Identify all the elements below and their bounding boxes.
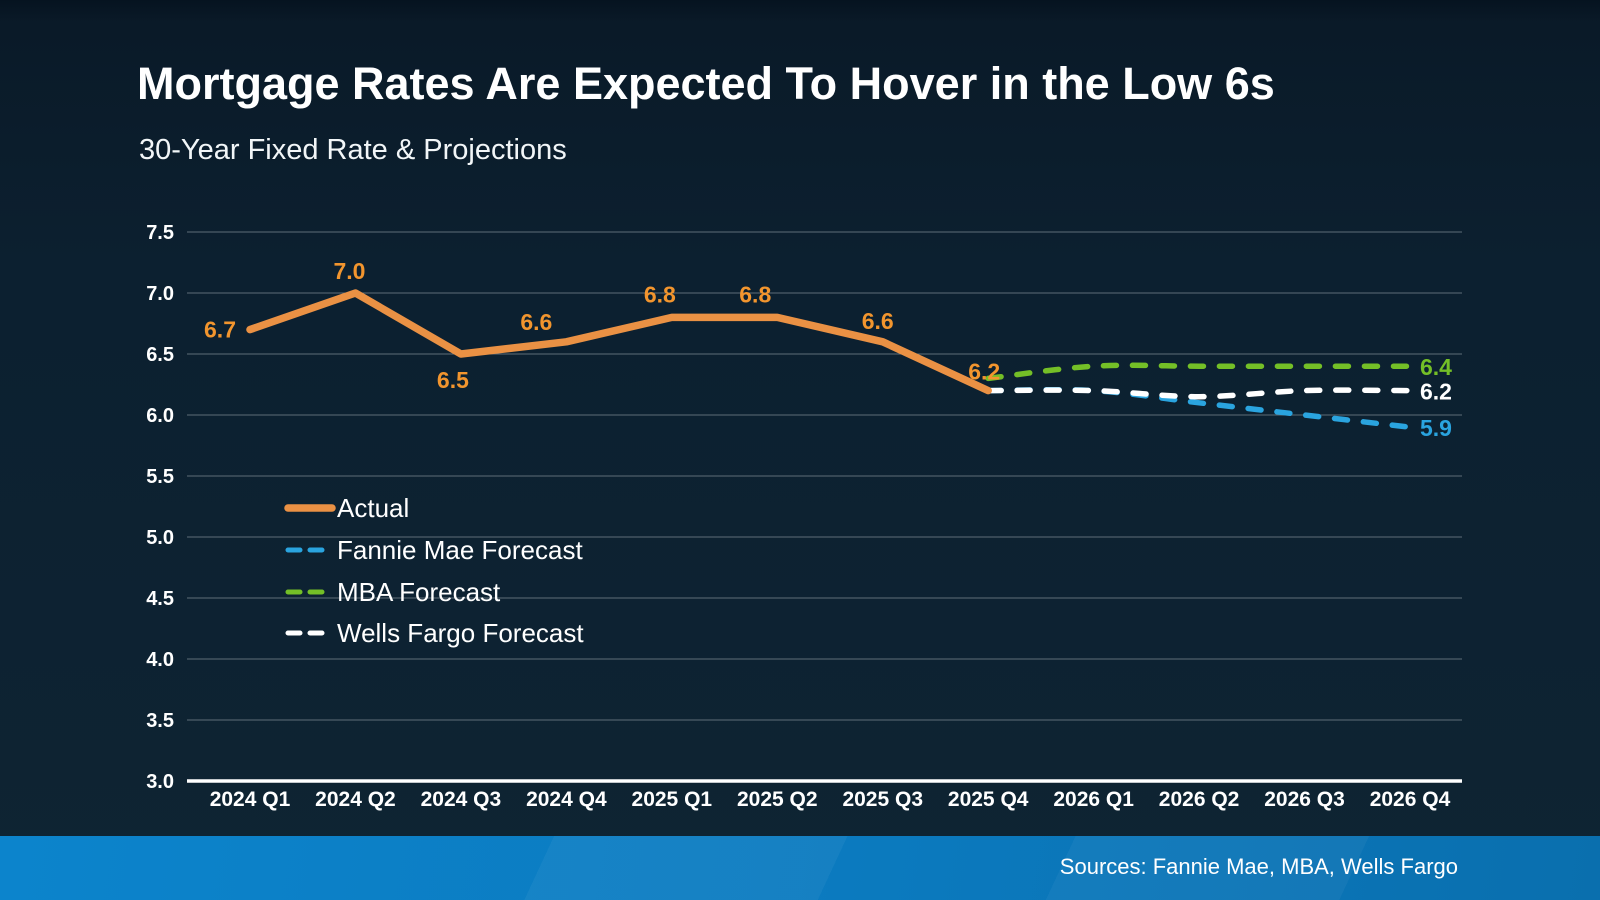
- y-tick-label: 4.0: [146, 649, 174, 671]
- x-tick-label: 2026 Q4: [1370, 788, 1451, 811]
- series-end-label-wells-fargo-forecast: 6.2: [1420, 379, 1452, 405]
- y-tick-label: 7.5: [146, 222, 174, 244]
- data-point-label: 6.6: [520, 309, 552, 335]
- x-tick-label: 2025 Q2: [737, 788, 818, 811]
- legend-item-fannie-mae-forecast: Fannie Mae Forecast: [285, 535, 583, 565]
- y-tick-label: 5.0: [146, 527, 174, 549]
- data-point-label: 6.5: [437, 367, 469, 393]
- y-tick-label: 3.5: [146, 710, 174, 732]
- legend-item-wells-fargo-forecast: Wells Fargo Forecast: [285, 618, 584, 648]
- sources-text: Sources: Fannie Mae, MBA, Wells Fargo: [1059, 854, 1458, 879]
- x-tick-label: 2025 Q1: [632, 788, 713, 811]
- y-tick-label: 4.5: [146, 588, 174, 610]
- data-point-label: 6.7: [204, 317, 236, 343]
- legend-label-wells-fargo-forecast: Wells Fargo Forecast: [337, 618, 584, 648]
- data-point-label: 6.6: [862, 308, 894, 334]
- data-point-label: 6.2: [968, 359, 1000, 385]
- x-tick-label: 2026 Q1: [1053, 788, 1134, 811]
- legend-item-mba-forecast: MBA Forecast: [285, 577, 501, 607]
- y-tick-label: 6.5: [146, 344, 174, 366]
- x-tick-label: 2025 Q4: [948, 788, 1029, 811]
- y-tick-label: 3.0: [146, 771, 174, 793]
- x-tick-label: 2024 Q3: [421, 788, 502, 811]
- mortgage-rates-line-chart: 7.5 7.0 6.5 6.0 5.5 5.0 4.5 4.0 3.5 3.0 2024 Q1 202…: [146, 222, 1462, 811]
- data-point-label: 6.8: [739, 281, 771, 307]
- x-tick-label: 2024 Q2: [315, 788, 396, 811]
- y-tick-label: 5.5: [146, 466, 174, 488]
- x-tick-label: 2026 Q3: [1264, 788, 1345, 811]
- page-title: Mortgage Rates Are Expected To Hover in …: [137, 58, 1275, 109]
- footer-bar: Sources: Fannie Mae, MBA, Wells Fargo: [0, 836, 1600, 900]
- x-tick-label: 2024 Q4: [526, 788, 607, 811]
- data-point-label: 7.0: [333, 258, 365, 284]
- legend-label-actual: Actual: [337, 493, 409, 523]
- legend-label-fannie-mae-forecast: Fannie Mae Forecast: [337, 535, 583, 565]
- series-line-actual: [246, 289, 992, 395]
- x-tick-label: 2025 Q3: [842, 788, 923, 811]
- series-end-label-mba-forecast: 6.4: [1420, 354, 1452, 380]
- x-tick-label: 2024 Q1: [210, 788, 291, 811]
- y-tick-label: 7.0: [146, 283, 174, 305]
- series-end-label-fannie-mae-forecast: 5.9: [1420, 415, 1452, 441]
- page-subtitle: 30-Year Fixed Rate & Projections: [139, 134, 567, 166]
- series-line-wells-fargo-forecast: [985, 387, 1413, 400]
- legend-item-actual: Actual: [284, 493, 409, 523]
- x-tick-label: 2026 Q2: [1159, 788, 1240, 811]
- legend-label-mba-forecast: MBA Forecast: [337, 577, 501, 607]
- data-point-label: 6.8: [644, 281, 676, 307]
- y-tick-label: 6.0: [146, 405, 174, 427]
- series-line-mba-forecast: [985, 362, 1413, 382]
